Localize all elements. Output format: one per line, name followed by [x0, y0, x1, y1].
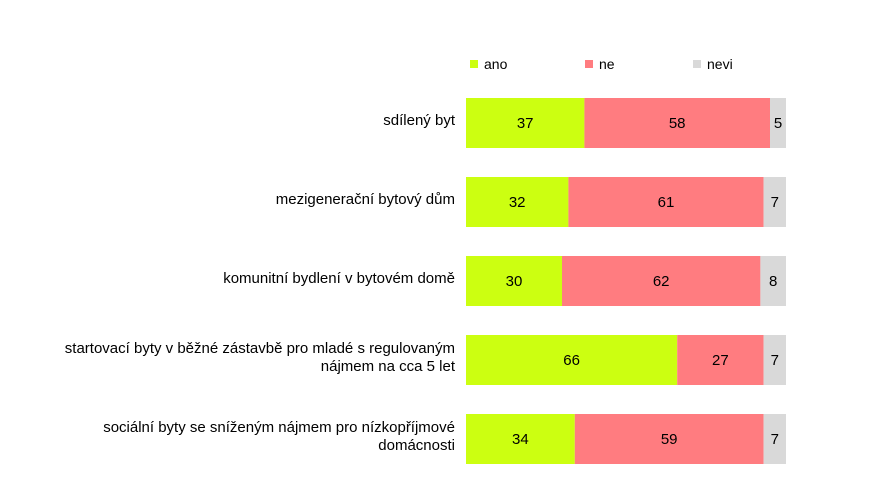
data-label: 27	[712, 352, 729, 369]
legend-label-nevi: nevi	[707, 56, 733, 72]
category-label: mezigenerační bytový dům	[275, 191, 455, 208]
bar-segment-ano	[466, 256, 562, 306]
data-label: 61	[658, 194, 675, 211]
legend-label-ano: ano	[484, 56, 508, 72]
data-label: 7	[771, 194, 779, 211]
category-label: komunitní bydlení v bytovém domě	[223, 270, 455, 287]
data-label: 32	[509, 194, 526, 211]
bar-segment-ano	[466, 335, 678, 385]
bar-segment-nevi	[760, 256, 786, 306]
data-label: 8	[769, 273, 777, 290]
legend-item-ano: ano	[470, 56, 507, 72]
data-label: 66	[563, 352, 580, 369]
bar-segment-ne	[677, 335, 764, 385]
data-label: 37	[517, 115, 534, 132]
data-label: 58	[669, 115, 686, 132]
legend-item-nevi: nevi	[693, 56, 733, 72]
data-label: 62	[653, 273, 670, 290]
data-label: 59	[661, 431, 678, 448]
bar-segment-nevi	[770, 98, 786, 148]
bar-segment-ano	[466, 414, 575, 464]
category-label: sdílený byt	[383, 112, 455, 129]
data-label: 7	[771, 352, 779, 369]
legend-label-ne: ne	[599, 56, 615, 72]
bar-segment-nevi	[763, 335, 786, 385]
bar-segment-ne	[568, 177, 764, 227]
category-label: startovací byty v běžné zástavbě pro mla…	[64, 340, 455, 375]
data-label: 5	[774, 115, 782, 132]
bar-segment-ne	[574, 414, 764, 464]
legend-swatch-ne	[585, 60, 593, 68]
legend-item-ne: ne	[585, 56, 615, 72]
bar-segment-ano	[466, 98, 585, 148]
data-label: 7	[771, 431, 779, 448]
bar-segment-ne	[562, 256, 761, 306]
data-label: 34	[512, 431, 529, 448]
category-label: sociální byty se sníženým nájmem pro níz…	[103, 419, 455, 454]
legend-swatch-ano	[470, 60, 478, 68]
bar-segment-ano	[466, 177, 569, 227]
legend-swatch-nevi	[693, 60, 701, 68]
data-label: 30	[506, 273, 523, 290]
bar-segment-nevi	[763, 177, 786, 227]
bar-segment-ne	[584, 98, 770, 148]
bar-segment-nevi	[763, 414, 786, 464]
